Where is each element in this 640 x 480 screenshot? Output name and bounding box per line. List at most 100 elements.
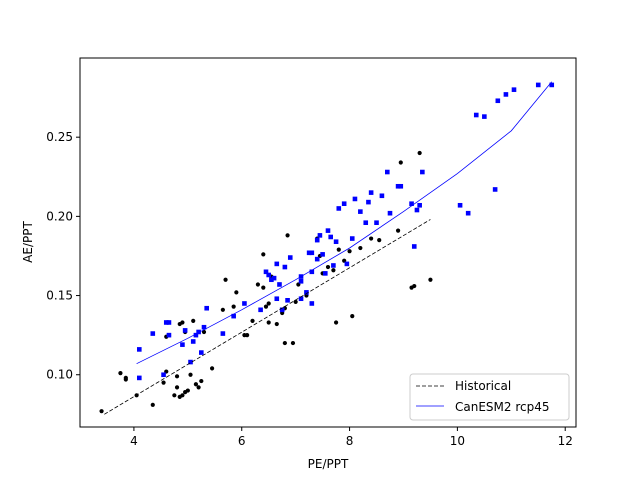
historical-point	[282, 340, 287, 346]
canesm2-point	[193, 332, 199, 338]
canesm2-point	[333, 239, 339, 245]
points-layer	[99, 82, 555, 414]
canesm2-point	[204, 305, 209, 311]
canesm2-point	[137, 375, 142, 381]
canesm2-point	[495, 98, 501, 104]
canesm2-point	[349, 236, 355, 241]
canesm2-point	[323, 271, 328, 276]
historical-point	[150, 402, 155, 407]
historical-point	[172, 393, 177, 398]
historical-point	[99, 409, 104, 414]
y-axis: 0.10 0.15 0.20 0.25	[46, 130, 80, 382]
historical-point	[180, 320, 185, 325]
canesm2-point	[282, 264, 288, 270]
x-tick-label: 6	[238, 434, 246, 448]
legend-label-historical: Historical	[455, 379, 511, 393]
x-tick-label: 12	[558, 434, 573, 448]
historical-point	[234, 290, 239, 295]
historical-point	[285, 233, 290, 238]
canesm2-point	[182, 328, 188, 333]
historical-point	[196, 385, 201, 390]
canesm2-point	[328, 234, 333, 240]
historical-fit-line	[104, 219, 431, 415]
legend-label-canesm2: CanESM2 rcp45	[455, 400, 550, 414]
canesm2-point	[420, 169, 425, 175]
canesm2-point	[242, 301, 247, 306]
historical-point	[123, 375, 128, 381]
y-tick-label: 0.10	[46, 368, 73, 382]
canesm2-point	[314, 237, 320, 243]
x-tick-label: 8	[346, 434, 354, 448]
historical-point	[174, 374, 180, 379]
canesm2-point	[336, 206, 342, 211]
canesm2-point	[306, 250, 312, 256]
canesm2-point	[482, 114, 487, 119]
historical-point	[185, 388, 190, 393]
canesm2-point	[166, 320, 172, 325]
canesm2-point	[309, 301, 315, 306]
canesm2-point	[414, 207, 420, 213]
y-axis-label: AE/PPT	[21, 221, 35, 263]
historical-point	[293, 299, 298, 304]
canesm2-point	[314, 256, 320, 262]
historical-point	[358, 245, 363, 251]
canesm2-point	[398, 183, 404, 189]
canesm2-point	[352, 196, 358, 202]
canesm2-point	[409, 201, 414, 206]
historical-point	[377, 238, 382, 243]
historical-point	[161, 380, 166, 385]
canesm2-point	[150, 331, 156, 336]
historical-point	[331, 268, 336, 273]
historical-point	[428, 277, 433, 282]
historical-point	[245, 333, 250, 338]
canesm2-point	[271, 275, 277, 281]
canesm2-point	[220, 331, 226, 336]
historical-point	[333, 320, 339, 325]
historical-point	[201, 329, 207, 335]
canesm2-point	[535, 82, 541, 88]
canesm2-point	[201, 324, 207, 330]
canesm2-point	[258, 307, 263, 313]
y-tick-label: 0.20	[46, 209, 73, 223]
canesm2-point	[549, 82, 555, 88]
plot-frame	[79, 57, 577, 428]
canesm2-point	[317, 233, 323, 238]
canesm2-point	[196, 329, 201, 335]
canesm2-point	[298, 279, 304, 284]
historical-point	[274, 321, 279, 327]
canesm2-point	[503, 92, 509, 97]
canesm2-point	[287, 255, 293, 260]
historical-point	[395, 228, 401, 233]
canesm2-point	[161, 372, 166, 378]
canesm2-point	[368, 190, 374, 195]
canesm2-point	[266, 272, 271, 278]
canesm2-point	[199, 350, 204, 355]
canesm2-point	[279, 307, 285, 313]
canesm2-point	[269, 277, 274, 283]
canesm2-point	[263, 269, 269, 275]
historical-point	[223, 277, 228, 282]
canesm2-point	[492, 187, 498, 192]
historical-point	[261, 252, 266, 257]
historical-point	[336, 247, 341, 252]
canesm2-point	[309, 250, 315, 256]
historical-point	[350, 314, 355, 319]
historical-point	[220, 307, 225, 312]
historical-point	[180, 393, 185, 398]
canesm2-point	[274, 261, 280, 267]
canesm2-point	[341, 201, 347, 206]
historical-point	[266, 320, 271, 325]
historical-point	[325, 264, 331, 270]
historical-point	[250, 318, 255, 323]
canesm2-point	[417, 202, 422, 208]
canesm2-point	[190, 339, 196, 344]
canesm2-point	[325, 228, 331, 233]
historical-point	[412, 283, 417, 289]
canesm2-point	[137, 347, 142, 352]
canesm2-point	[320, 252, 325, 257]
historical-point	[398, 160, 403, 165]
canesm2-point	[163, 320, 169, 325]
y-tick-label: 0.25	[46, 130, 73, 144]
historical-point	[193, 382, 199, 387]
